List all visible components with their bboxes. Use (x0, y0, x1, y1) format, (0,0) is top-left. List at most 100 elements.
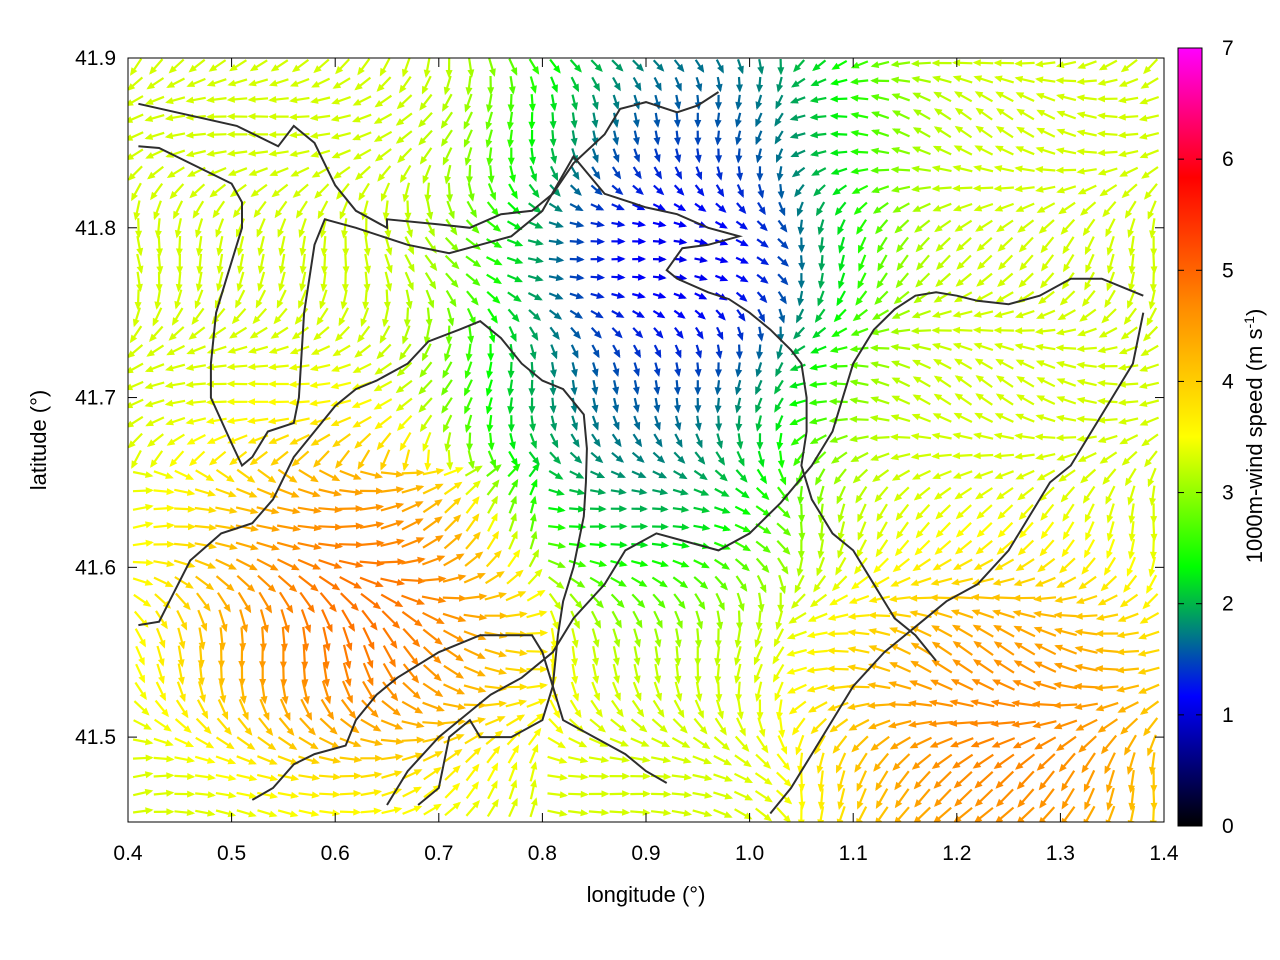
wind-arrow (673, 238, 688, 246)
wind-arrow (319, 790, 341, 798)
wind-arrow (797, 539, 805, 560)
wind-arrow (258, 591, 272, 614)
wind-arrow (1095, 647, 1119, 654)
wind-arrow (650, 756, 672, 764)
wind-arrow (277, 468, 298, 483)
y-tick-label: 41.7 (75, 387, 116, 410)
wind-arrow (631, 593, 646, 609)
wind-arrow (733, 790, 754, 801)
wind-arrow (873, 557, 889, 574)
wind-arrow (713, 524, 732, 532)
wind-arrow (339, 718, 360, 734)
wind-arrow (735, 469, 748, 483)
wind-arrow (1052, 701, 1078, 709)
wind-arrow (890, 60, 911, 68)
wind-arrow (1034, 166, 1056, 173)
wind-arrow (1120, 326, 1138, 340)
wind-arrow (226, 95, 248, 103)
wind-arrow (1104, 752, 1116, 775)
wind-arrow (975, 393, 993, 406)
wind-arrow (1073, 682, 1098, 690)
wind-arrow (310, 149, 331, 158)
wind-arrow (177, 627, 186, 650)
wind-arrow (404, 200, 412, 221)
wind-arrow (894, 219, 910, 234)
wind-arrow (789, 363, 806, 371)
wind-arrow (1137, 666, 1160, 675)
wind-arrow (910, 660, 932, 674)
wind-arrow (568, 559, 587, 568)
wind-arrow (972, 452, 994, 460)
wind-arrow (651, 576, 668, 588)
wind-arrow (632, 681, 642, 702)
wind-arrow (931, 59, 952, 67)
wind-arrow (382, 200, 390, 221)
wind-arrow (591, 397, 599, 414)
wind-arrow (464, 465, 483, 477)
wind-arrow (569, 273, 585, 281)
wind-vector-field (128, 58, 1160, 822)
wind-arrow (257, 736, 277, 751)
wind-arrow (1014, 309, 1035, 319)
wind-arrow (995, 91, 1014, 103)
wind-arrow (692, 755, 713, 765)
wind-arrow (1080, 201, 1097, 216)
wind-arrow (798, 521, 806, 541)
wind-arrow (789, 114, 806, 121)
terrain-contours (138, 91, 1145, 815)
wind-arrow (1059, 290, 1076, 306)
wind-arrow (995, 126, 1014, 139)
wind-arrow (914, 219, 931, 233)
wind-arrow (777, 735, 788, 755)
wind-arrow (632, 184, 644, 195)
wind-arrow (338, 307, 349, 327)
wind-arrow (891, 93, 911, 102)
wind-arrow (569, 488, 586, 496)
wind-arrow (548, 488, 565, 496)
wind-arrow (1100, 575, 1118, 592)
wind-arrow (1056, 378, 1077, 387)
wind-arrow (612, 148, 620, 163)
wind-arrow (1040, 272, 1055, 289)
wind-arrow (276, 289, 287, 309)
wind-arrow (1035, 453, 1056, 461)
wind-arrow (128, 148, 144, 161)
wind-arrow (382, 627, 398, 649)
wind-arrow (550, 344, 558, 360)
wind-arrow (716, 610, 724, 631)
wind-arrow (1035, 185, 1056, 193)
wind-arrow (794, 184, 805, 198)
wind-arrow (444, 343, 452, 362)
wind-arrow (570, 610, 580, 630)
wind-arrow (175, 236, 183, 257)
wind-arrow (953, 412, 973, 423)
wind-arrow (444, 164, 452, 185)
wind-arrow (1053, 662, 1078, 673)
wind-arrow (357, 58, 371, 76)
wind-arrow (360, 718, 382, 732)
wind-arrow (297, 542, 323, 550)
wind-arrow (874, 290, 889, 305)
wind-arrow (507, 361, 515, 379)
wind-arrow (754, 663, 763, 684)
wind-arrow (569, 451, 583, 464)
wind-arrow (399, 75, 412, 94)
wind-arrow (916, 254, 930, 271)
wind-arrow (973, 342, 994, 352)
wind-arrow (342, 662, 352, 687)
wind-arrow (875, 539, 889, 558)
wind-arrow (818, 521, 825, 542)
wind-arrow (528, 129, 536, 148)
wind-arrow (891, 360, 911, 369)
wind-arrow (547, 542, 567, 549)
wind-arrow (1017, 219, 1035, 233)
wind-arrow (755, 379, 763, 396)
wind-arrow (216, 235, 224, 257)
wind-arrow (1033, 626, 1057, 637)
wind-arrow (132, 788, 154, 797)
wind-arrow (1106, 235, 1115, 256)
wind-arrow (592, 663, 600, 685)
wind-arrow (891, 147, 911, 155)
wind-arrow (319, 773, 342, 781)
wind-arrow (208, 59, 227, 72)
